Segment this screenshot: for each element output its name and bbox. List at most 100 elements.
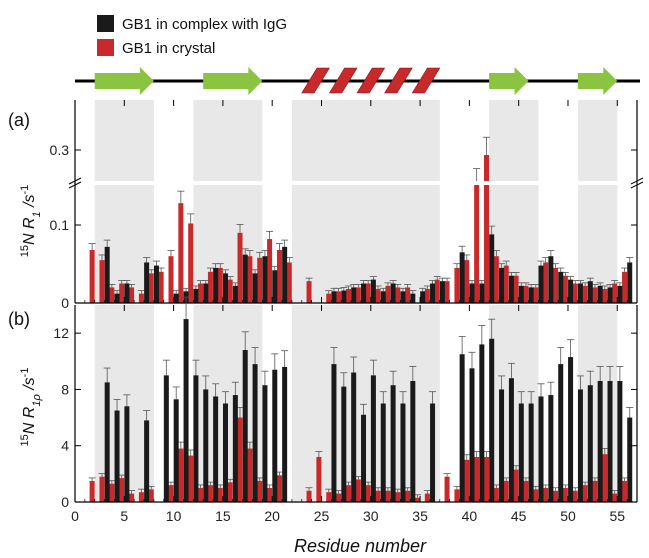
bar-complex [213,396,219,502]
x-axis-label: Residue number [294,536,427,556]
bar-complex [242,350,248,502]
panel-a-ylabel: 15N R1 /s-1 [19,185,43,258]
bar-complex [272,369,278,502]
bar-crystal [188,455,194,502]
bar-complex [144,420,150,502]
bar-crystal [543,262,549,303]
bar-crystal [217,267,223,303]
x-tick-label: 15 [215,508,231,524]
y-tick-label: 8 [61,381,69,397]
x-tick-label: 0 [71,508,79,524]
bar-complex [627,262,633,303]
bar-crystal [129,493,135,502]
bar-crystal [592,287,598,303]
bar-complex [430,403,436,502]
bar-complex [508,275,514,303]
secondary-structure-track [75,67,640,95]
x-tick-label: 45 [511,508,527,524]
bar-complex [469,368,475,502]
bar-crystal [454,489,460,502]
bar-crystal [612,493,618,502]
legend: GB1 in complex with IgG GB1 in crystal [97,15,287,57]
bar-complex [420,291,426,303]
bar-complex [548,256,554,303]
bar-complex [587,385,593,502]
helix-segment [328,67,358,94]
bar-crystal [454,267,460,303]
bar-complex [104,246,110,303]
shaded-region [94,100,154,303]
bar-complex [489,338,495,502]
bar-crystal [237,232,243,303]
bar-crystal [207,271,213,303]
bar-complex [173,293,179,303]
bar-complex [499,267,505,303]
bar-crystal [267,239,273,303]
bar-crystal [326,293,332,303]
bar-complex [124,283,130,303]
panel-label-a: (a) [8,110,30,130]
bar-crystal [553,267,559,303]
bar-complex [518,403,524,502]
bar-complex [331,291,337,303]
x-tick-label: 20 [264,508,280,524]
bar-crystal [395,492,401,502]
bar-crystal [474,183,480,303]
bar-crystal [622,480,628,502]
bar-crystal [365,283,371,303]
bar-complex [203,389,209,502]
bar-complex [400,291,406,303]
bar-crystal [158,271,164,303]
bar-crystal [355,287,361,303]
legend-label-crystal: GB1 in crystal [122,40,215,57]
beta-strand-5 [577,67,618,95]
bar-crystal [444,281,450,303]
shaded-region [291,100,440,303]
x-tick-label: 55 [609,508,625,524]
bar-crystal [602,288,608,303]
bar-crystal [612,283,618,303]
bar-crystal [582,285,588,303]
bar-crystal [138,492,144,502]
bar-crystal [434,279,440,303]
bar-crystal [355,479,361,502]
bar-crystal [306,490,312,502]
bar-crystal [592,480,598,502]
legend-swatch-crystal [97,39,114,56]
bar-crystal [267,487,273,502]
bar-complex [439,281,445,303]
bar-complex [222,273,228,303]
helix-segment [411,67,441,94]
bar-crystal [414,497,420,502]
bar-crystal [198,487,204,502]
bar-complex [430,283,436,303]
bar-crystal [326,492,332,502]
bar-crystal [464,260,470,303]
bar-complex [124,406,130,502]
bar-crystal [444,476,450,502]
bar-crystal [109,483,115,502]
bar-complex [568,279,574,303]
bar-crystal [424,493,430,502]
bar-crystal [257,480,263,502]
beta-strand-4 [489,67,529,95]
bar-crystal [345,288,351,303]
bar-complex [518,285,524,303]
bar-complex [222,403,228,502]
alpha-helix [301,67,441,94]
bar-complex [617,380,623,502]
bar-crystal [375,288,381,303]
legend-label-complex: GB1 in complex with IgG [122,16,287,33]
bar-crystal [474,456,480,502]
bar-crystal [464,459,470,502]
bar-complex [410,380,416,502]
bar-crystal [533,489,539,502]
bar-crystal [513,275,519,303]
bar-crystal [523,285,529,303]
bar-crystal [553,490,559,502]
bar-crystal [227,279,233,303]
bar-crystal [424,288,430,303]
panel-label-b: (b) [8,309,30,329]
bar-complex [528,403,534,502]
